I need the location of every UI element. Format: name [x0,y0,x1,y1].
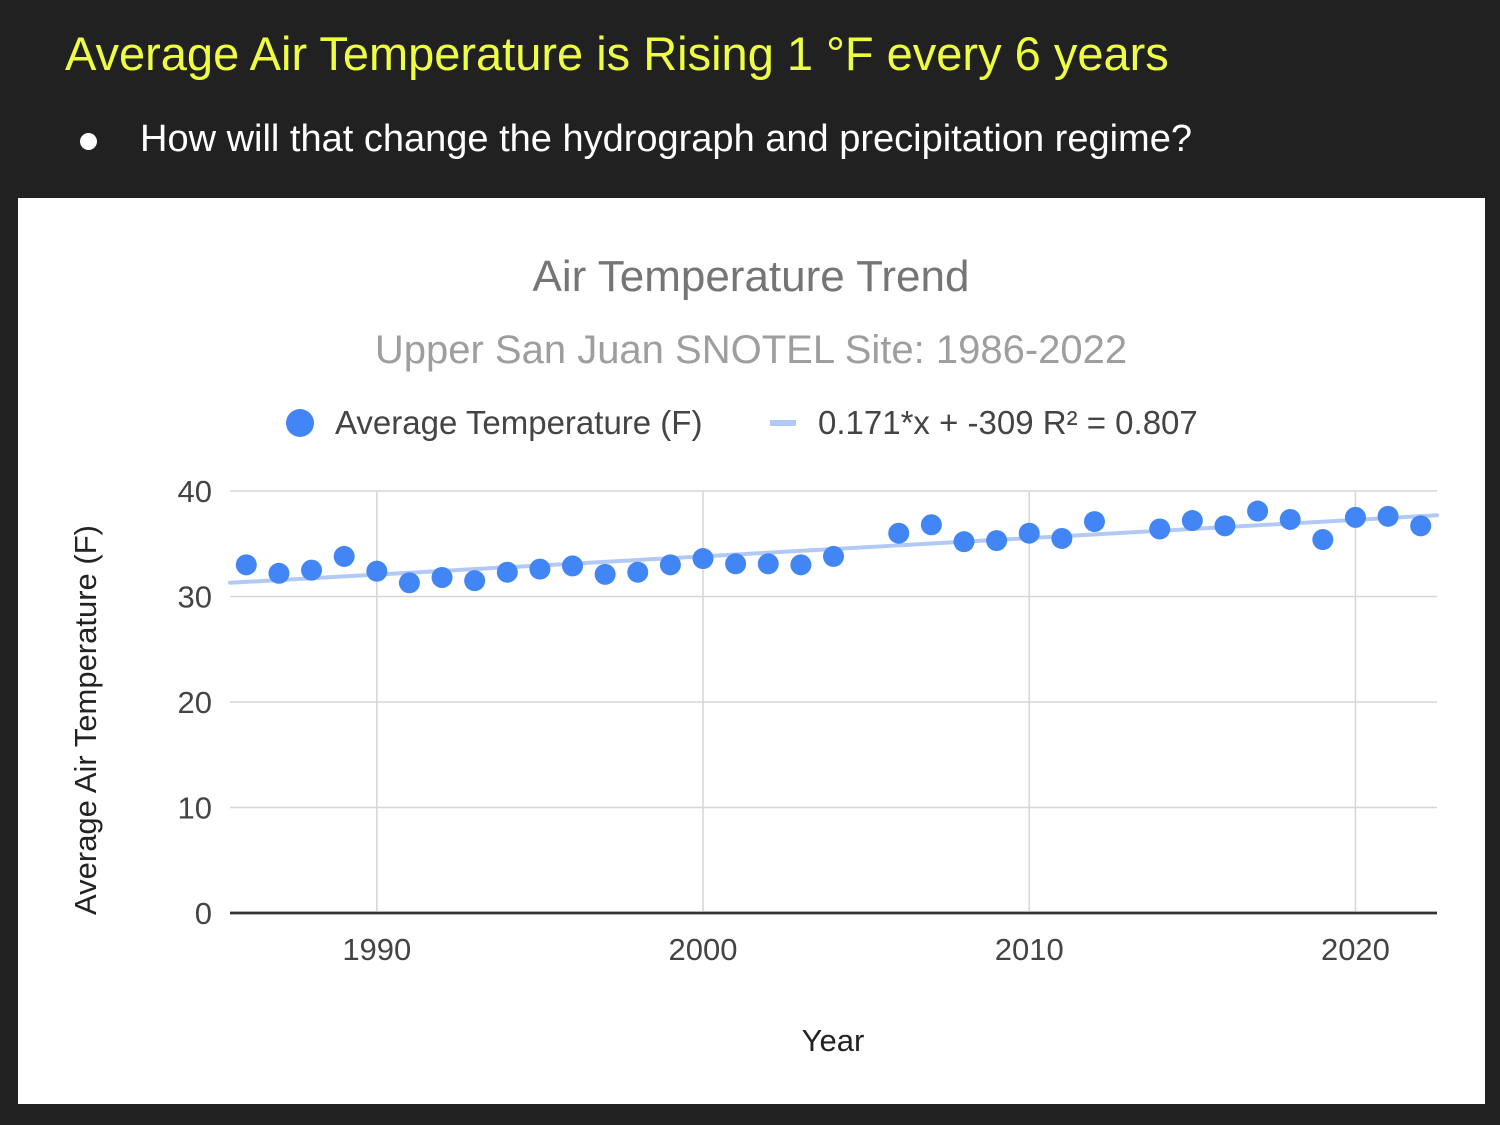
data-point [398,572,420,594]
data-point [757,553,779,575]
x-tick-label: 1990 [342,932,411,967]
data-point [1312,529,1334,551]
data-point [464,570,486,592]
data-point [1214,515,1236,537]
chart-subtitle: Upper San Juan SNOTEL Site: 1986-2022 [375,328,1127,372]
data-point [333,545,355,567]
data-point [986,530,1008,552]
data-point [823,545,844,567]
y-tick-label: 10 [178,791,212,826]
data-point [366,560,388,582]
y-axis-ticks: 0 10 20 30 40 [178,474,212,931]
bullet-item: How will that change the hydrograph and … [80,118,1192,161]
data-point [692,548,714,570]
legend: Average Temperature (F) 0.171*x + -309 R… [286,404,1198,441]
data-point [1149,518,1171,540]
data-point [1410,515,1432,537]
data-point [235,554,257,576]
data-point [1247,500,1269,522]
legend-label-series: Average Temperature (F) [335,404,702,441]
data-point [725,553,747,575]
chart-panel: Air Temperature Trend Upper San Juan SNO… [18,198,1485,1104]
x-tick-label: 2010 [995,932,1064,967]
data-point [496,561,518,583]
data-point [301,559,323,581]
y-tick-label: 0 [195,896,212,931]
data-point [627,561,649,583]
data-point [1344,506,1366,528]
data-point [1083,511,1105,533]
data-point [529,558,551,580]
x-tick-label: 2000 [669,932,738,967]
x-axis-ticks: 1990 2000 2010 2020 [342,932,1390,967]
legend-marker-scatter [286,409,314,437]
bullet-text: How will that change the hydrograph and … [140,118,1192,160]
data-point [268,562,290,584]
data-point [431,567,453,589]
data-points [235,500,1432,594]
bullet-icon [80,133,97,150]
legend-label-trendline: 0.171*x + -309 R² = 0.807 [818,404,1198,441]
data-point [920,514,942,536]
data-point [1377,505,1399,527]
data-point [659,554,681,576]
data-point [1018,522,1040,544]
chart-title: Air Temperature Trend [533,252,970,301]
data-point [1051,527,1073,549]
slide-title: Average Air Temperature is Rising 1 °F e… [65,27,1169,80]
y-tick-label: 30 [178,580,212,615]
data-point [562,555,584,577]
scatter-chart: Air Temperature Trend Upper San Juan SNO… [68,252,1439,1058]
x-axis-title: Year [802,1023,865,1058]
y-tick-label: 20 [178,685,212,720]
y-axis-title: Average Air Temperature (F) [68,525,103,915]
legend-marker-trendline [770,420,796,426]
data-point [888,522,910,544]
data-point [790,554,812,576]
x-tick-label: 2020 [1321,932,1390,967]
data-point [953,531,975,553]
data-point [1181,510,1203,532]
data-point [594,563,616,585]
y-tick-label: 40 [178,474,212,509]
data-point [1279,508,1301,530]
